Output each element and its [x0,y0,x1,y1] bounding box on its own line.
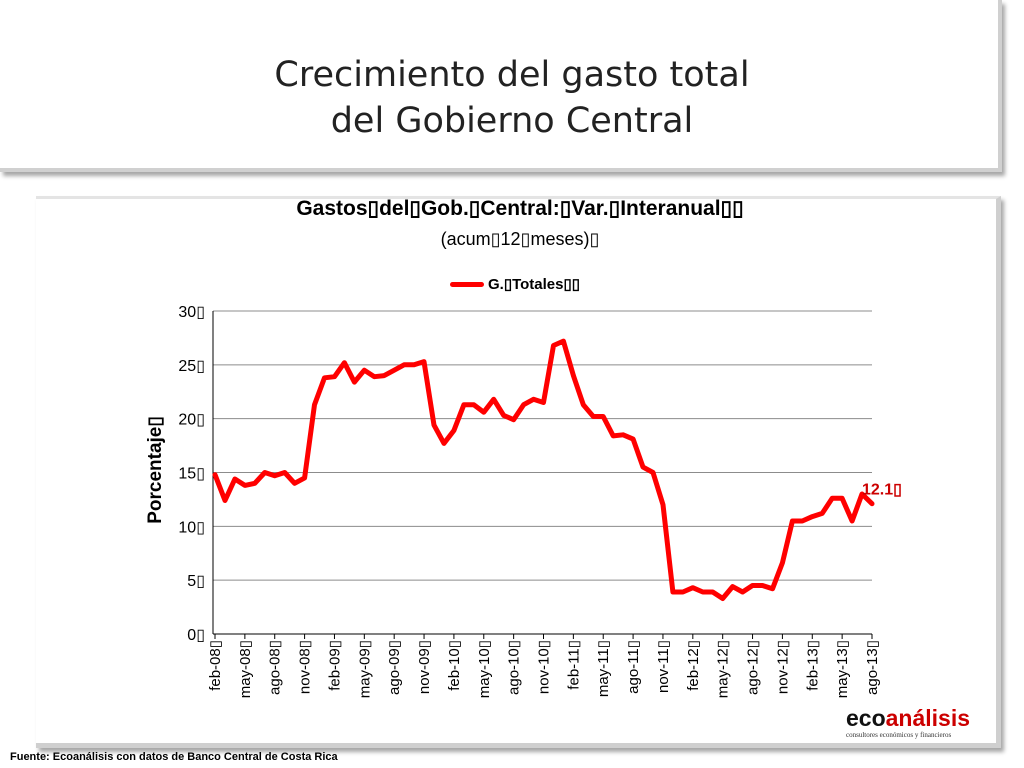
slide-title-line-2: del Gobierno Central [330,101,694,141]
source-note: Fuente: Ecoanálisis con datos de Banco C… [10,751,338,763]
chart-title: Gastos▯del▯Gob.▯Central:▯Var.▯Interanual… [296,197,744,220]
logo-tagline: consultores económicos y financieros [846,731,952,739]
y-tick-label: 0▯ [187,627,205,644]
x-tick-label: ago-08▯ [267,640,284,695]
chart-legend: G.▯Totales▯▯ [450,274,580,294]
x-tick-label: nov-08▯ [297,640,314,694]
y-tick-label: 15▯ [178,466,205,483]
data-label-last-value: 12.1▯ [862,482,902,499]
series-line-g-totales [212,338,875,601]
x-tick-label: ago-09▯ [386,640,403,695]
x-tick-label: may-08▯ [237,640,254,698]
y-tick-label: 30▯ [178,304,205,321]
gridlines [213,310,872,581]
y-tick-label: 20▯ [178,412,205,429]
x-tick-label: feb-13▯ [804,640,821,691]
logo-wordmark: ecoanálisis [846,705,976,731]
slide-title: Crecimiento del gasto total del Gobierno… [0,52,1024,144]
x-tick-label: may-12▯ [715,640,732,698]
x-tick-label: nov-10▯ [536,640,553,694]
y-axis-label: Porcentaje▯ [145,416,166,524]
x-tick-label: feb-08▯ [207,640,224,691]
x-tick-label: ago-11▯ [625,640,642,694]
y-tick-label: 5▯ [187,573,205,590]
legend-swatch [450,281,484,287]
axes [212,311,873,639]
x-tick-label: ago-13▯ [864,640,881,695]
legend-label: G.▯Totales▯▯ [488,276,580,293]
x-tick-label: feb-09▯ [326,640,343,691]
title-panel [0,0,1002,172]
x-tick-label: ago-10▯ [506,640,523,695]
x-tick-label: feb-10▯ [446,640,463,691]
x-tick-label: feb-11▯ [565,640,582,690]
x-tick-label: may-13▯ [834,640,851,698]
x-tick-label: nov-11▯ [655,640,672,693]
slide-title-line-1: Crecimiento del gasto total [274,55,750,95]
x-tick-label: may-09▯ [356,640,373,698]
x-tick-label: feb-12▯ [685,640,702,691]
x-tick-label: may-10▯ [476,640,493,698]
annotations: 12.1▯ [862,482,902,499]
chart-subtitle: (acum▯12▯meses)▯ [440,229,600,249]
tick-labels: 0▯ 5▯ 10▯ 15▯ 20▯ 25▯ 30▯ feb-08▯ may-08▯ ago-08▯… [178,304,881,698]
logo-text-analisis: análisis [885,705,971,731]
y-tick-label: 25▯ [178,358,205,375]
x-tick-label: nov-12▯ [774,640,791,694]
x-tick-label: ago-12▯ [745,640,762,695]
x-tick-label: nov-09▯ [416,640,433,694]
logo-text-eco: eco [846,705,886,731]
ecoanalisis-logo: ecoanálisis consultores económicos y fin… [846,705,976,740]
y-tick-label: 10▯ [178,519,205,536]
x-tick-label: may-11▯ [595,640,612,697]
series-layer [212,338,875,601]
